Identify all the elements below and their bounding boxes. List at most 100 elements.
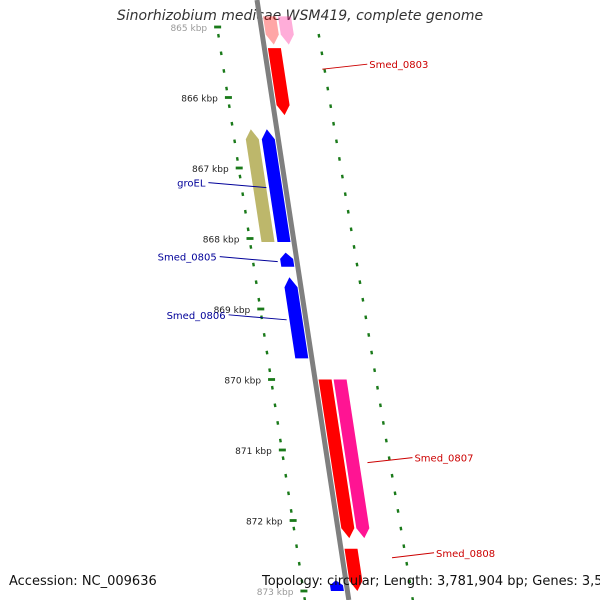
minor-tick bbox=[243, 209, 247, 214]
tick-layer bbox=[214, 25, 415, 600]
minor-tick bbox=[320, 51, 324, 56]
gene-groel bbox=[261, 129, 291, 242]
minor-tick bbox=[281, 456, 285, 461]
minor-tick bbox=[257, 297, 261, 302]
tick-label: 865 kbp bbox=[170, 24, 207, 34]
minor-tick bbox=[287, 491, 290, 496]
minor-tick bbox=[249, 244, 253, 249]
minor-tick bbox=[278, 438, 282, 443]
minor-tick bbox=[367, 332, 371, 337]
minor-tick bbox=[317, 33, 321, 38]
minor-tick bbox=[364, 315, 368, 320]
minor-tick bbox=[387, 456, 391, 461]
gene-label-leader bbox=[219, 256, 278, 263]
minor-tick bbox=[268, 368, 272, 373]
minor-tick bbox=[329, 104, 333, 109]
minor-tick bbox=[376, 385, 379, 390]
minor-tick bbox=[408, 579, 412, 584]
genome-title: Sinorhizobium medicae WSM419, complete g… bbox=[116, 8, 484, 24]
minor-tick bbox=[262, 332, 266, 337]
gene-label-leader bbox=[367, 457, 413, 464]
minor-tick bbox=[297, 561, 301, 566]
tick-label: 869 kbp bbox=[214, 306, 251, 316]
gene-feature-3 bbox=[245, 129, 275, 242]
minor-tick bbox=[241, 192, 245, 197]
minor-tick bbox=[300, 579, 304, 584]
minor-tick bbox=[303, 596, 307, 600]
gene-feature-1 bbox=[278, 16, 294, 45]
gene-label-leader bbox=[322, 63, 368, 70]
tick-label: 870 kbp bbox=[224, 377, 261, 387]
minor-tick bbox=[276, 420, 280, 425]
tick-label: 873 kbp bbox=[257, 588, 294, 598]
minor-tick bbox=[361, 297, 365, 302]
minor-tick bbox=[273, 403, 277, 408]
minor-tick bbox=[384, 438, 388, 443]
gene-label: Smed_0807 bbox=[414, 454, 473, 465]
minor-tick bbox=[289, 508, 293, 513]
minor-tick bbox=[265, 350, 269, 355]
gene-label-leader bbox=[228, 314, 287, 321]
gene-label: groEL bbox=[177, 179, 206, 190]
gene-smed_0808 bbox=[344, 548, 363, 591]
minor-tick bbox=[402, 544, 406, 549]
gene-feature-7 bbox=[318, 379, 355, 539]
minor-tick bbox=[390, 473, 394, 478]
minor-tick bbox=[352, 244, 356, 249]
gene-smed_0805 bbox=[280, 252, 295, 267]
gene-label: Smed_0806 bbox=[167, 311, 226, 322]
gene-feature-10 bbox=[330, 580, 344, 591]
minor-tick bbox=[284, 473, 288, 478]
minor-tick bbox=[235, 156, 239, 161]
minor-tick bbox=[332, 121, 336, 126]
minor-tick bbox=[326, 86, 330, 91]
minor-tick bbox=[396, 508, 400, 513]
minor-tick bbox=[355, 262, 359, 267]
genome-stats-label: Topology: circular; Length: 3,781,904 bp… bbox=[262, 574, 600, 589]
gene-label: Smed_0808 bbox=[436, 549, 495, 560]
minor-tick bbox=[246, 227, 250, 232]
tick-label: 867 kbp bbox=[192, 165, 229, 175]
minor-tick bbox=[346, 209, 350, 214]
gene-label: Smed_0805 bbox=[158, 253, 217, 264]
minor-tick bbox=[230, 121, 234, 126]
gene-smed_0807 bbox=[333, 379, 370, 539]
backbone-layer bbox=[254, 0, 352, 600]
minor-tick bbox=[340, 174, 344, 179]
gene-layer bbox=[245, 16, 370, 591]
minor-tick bbox=[292, 526, 296, 531]
minor-tick bbox=[227, 104, 231, 109]
minor-tick bbox=[252, 262, 255, 267]
minor-tick bbox=[343, 192, 347, 197]
minor-tick bbox=[337, 156, 341, 161]
minor-tick bbox=[295, 544, 299, 549]
minor-tick bbox=[381, 420, 385, 425]
minor-tick bbox=[254, 280, 258, 285]
tick-label: 871 kbp bbox=[235, 447, 272, 457]
minor-tick bbox=[411, 596, 415, 600]
minor-tick bbox=[225, 86, 229, 91]
gene-feature-0 bbox=[263, 16, 279, 45]
tick-label: 866 kbp bbox=[181, 95, 218, 105]
gene-label-leader bbox=[208, 182, 267, 189]
minor-tick bbox=[217, 33, 220, 38]
minor-tick bbox=[393, 491, 397, 496]
tick-label: 868 kbp bbox=[203, 236, 240, 246]
gene-label-leader bbox=[391, 552, 435, 559]
minor-tick bbox=[399, 526, 403, 531]
minor-tick bbox=[222, 68, 226, 73]
accession-label: Accession: NC_009636 bbox=[9, 574, 157, 589]
minor-tick bbox=[405, 561, 409, 566]
label-layer: 865 kbp 866 kbp 867 kbp 868 kbp 869 kbp 870 k… bbox=[158, 24, 495, 598]
gene-smed_0803 bbox=[267, 48, 290, 116]
minor-tick bbox=[323, 68, 327, 73]
tick-label: 872 kbp bbox=[246, 518, 283, 528]
minor-tick bbox=[373, 368, 377, 373]
minor-tick bbox=[238, 174, 242, 179]
gene-smed_0806 bbox=[284, 277, 309, 359]
minor-tick bbox=[233, 139, 237, 144]
minor-tick bbox=[349, 227, 353, 232]
minor-tick bbox=[335, 139, 339, 144]
gene-label: Smed_0803 bbox=[369, 60, 428, 71]
